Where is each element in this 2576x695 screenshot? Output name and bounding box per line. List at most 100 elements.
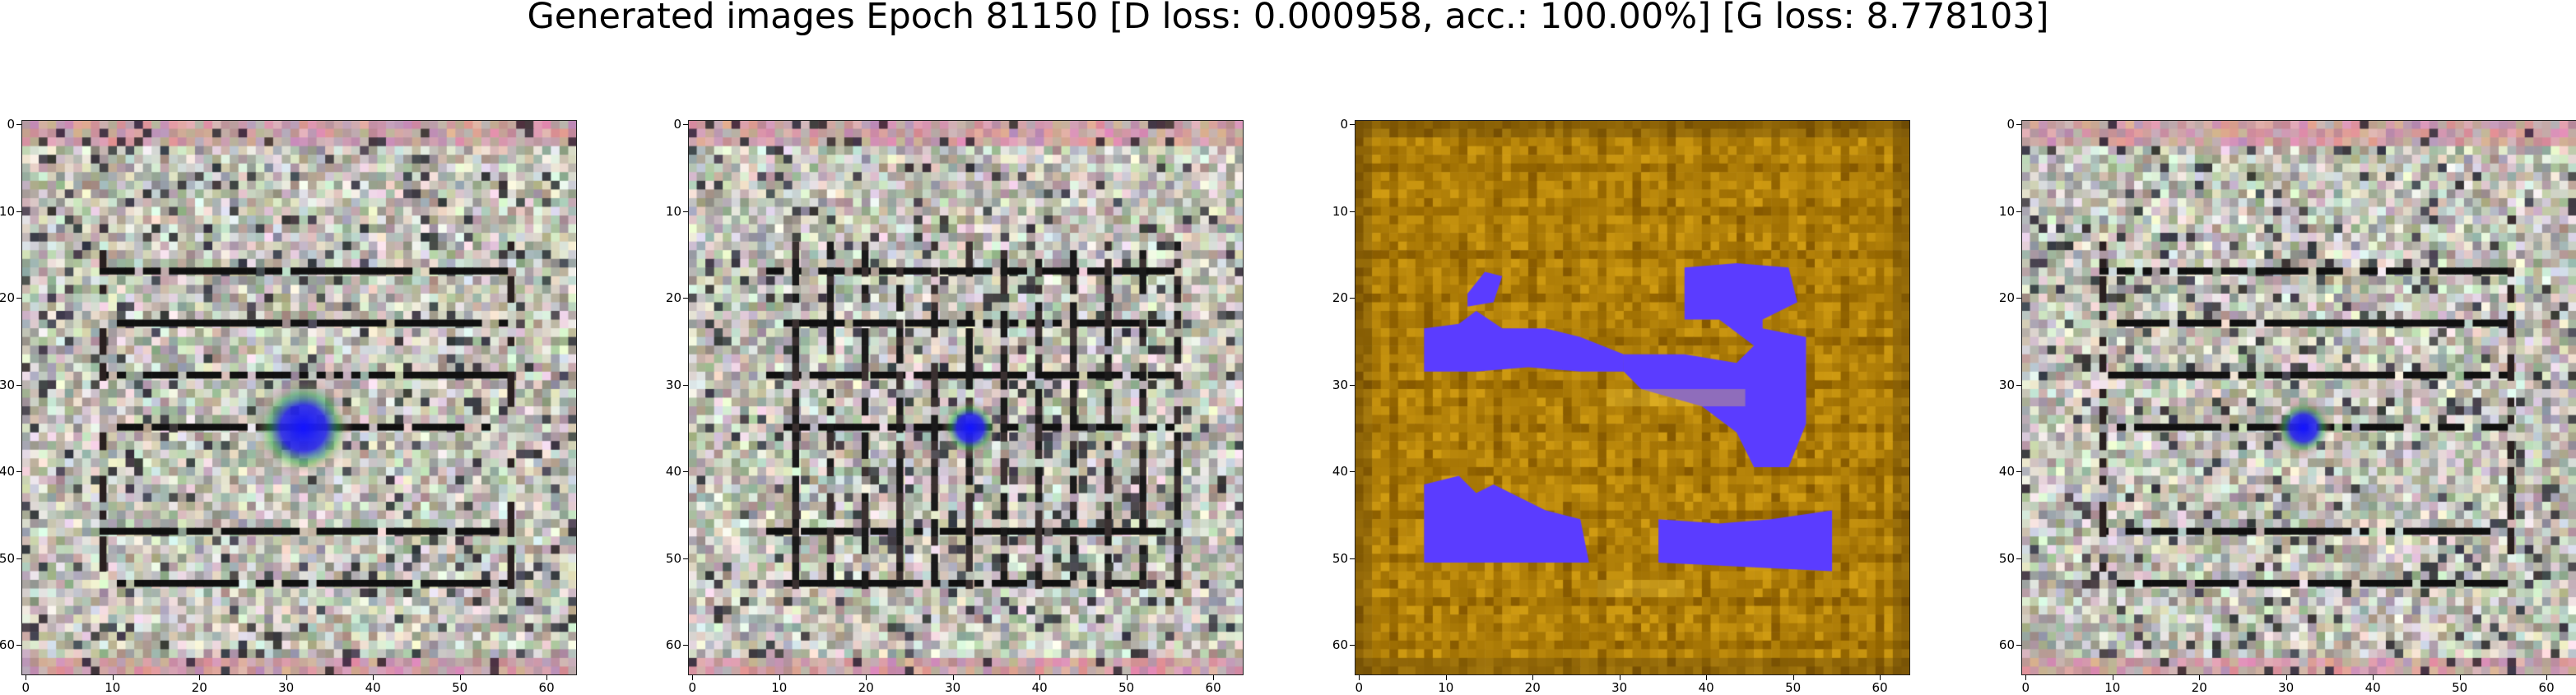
y-tick-mark <box>16 211 21 212</box>
x-tick-mark <box>866 675 867 680</box>
x-tick-label: 60 <box>2538 680 2555 695</box>
x-tick-label: 20 <box>191 680 207 695</box>
y-tick-label: 60 <box>665 637 681 653</box>
x-tick-label: 20 <box>1524 680 1541 695</box>
x-tick-mark <box>2373 675 2374 680</box>
x-tick-label: 10 <box>771 680 788 695</box>
y-tick-mark <box>1350 471 1355 473</box>
y-tick-mark <box>16 124 21 126</box>
x-tick-mark <box>2285 675 2287 680</box>
x-tick-mark <box>546 675 548 680</box>
generated-image-1 <box>21 120 577 675</box>
y-tick-label: 10 <box>665 203 681 219</box>
x-tick-mark <box>952 675 954 680</box>
y-tick-mark <box>2016 384 2021 386</box>
x-tick-label: 40 <box>1031 680 1048 695</box>
y-tick-label: 0 <box>1340 117 1348 132</box>
y-tick-label: 10 <box>1998 203 2015 219</box>
generated-image-panel-4: 0 0 10 10 20 20 30 30 40 40 50 50 60 60 <box>1999 118 2576 694</box>
y-tick-mark <box>683 124 688 126</box>
y-tick-label: 40 <box>1332 464 1348 480</box>
x-tick-label: 30 <box>1611 680 1628 695</box>
x-tick-label: 30 <box>2278 680 2295 695</box>
y-tick-mark <box>2016 298 2021 299</box>
x-tick-label: 30 <box>945 680 961 695</box>
y-tick-label: 20 <box>1998 290 2015 306</box>
x-tick-label: 40 <box>365 680 381 695</box>
x-tick-label: 60 <box>1205 680 1221 695</box>
x-tick-label: 0 <box>688 680 697 695</box>
y-tick-mark <box>2016 471 2021 473</box>
y-tick-label: 0 <box>7 117 15 132</box>
x-tick-mark <box>1532 675 1534 680</box>
x-tick-mark <box>1126 675 1128 680</box>
generated-image-panel-2: 0 0 10 10 20 20 30 30 40 40 50 50 60 60 <box>666 118 1244 694</box>
x-tick-label: 20 <box>2191 680 2207 695</box>
x-tick-label: 0 <box>21 680 30 695</box>
x-tick-mark <box>1445 675 1447 680</box>
x-tick-label: 60 <box>1872 680 1888 695</box>
y-tick-label: 20 <box>665 290 681 306</box>
x-tick-label: 50 <box>2452 680 2468 695</box>
y-tick-label: 30 <box>1998 377 2015 392</box>
y-tick-mark <box>1350 558 1355 559</box>
y-tick-mark <box>16 558 21 559</box>
y-tick-label: 30 <box>665 377 681 392</box>
y-tick-mark <box>1350 298 1355 299</box>
x-tick-mark <box>373 675 374 680</box>
y-tick-label: 0 <box>2006 117 2015 132</box>
y-tick-mark <box>16 471 21 473</box>
generated-image-3 <box>1355 120 1910 675</box>
y-tick-mark <box>683 645 688 646</box>
x-tick-label: 40 <box>2364 680 2381 695</box>
y-tick-label: 40 <box>0 464 15 480</box>
x-tick-mark <box>1880 675 1881 680</box>
y-tick-label: 30 <box>1332 377 1348 392</box>
x-tick-label: 10 <box>1438 680 1454 695</box>
y-tick-mark <box>1350 124 1355 126</box>
x-tick-mark <box>1706 675 1708 680</box>
x-tick-mark <box>1359 675 1360 680</box>
x-tick-label: 40 <box>1698 680 1714 695</box>
x-tick-label: 50 <box>1785 680 1802 695</box>
y-tick-label: 20 <box>0 290 15 306</box>
y-tick-label: 60 <box>1998 637 2015 653</box>
y-tick-label: 50 <box>665 550 681 566</box>
y-tick-mark <box>683 471 688 473</box>
x-tick-mark <box>2199 675 2201 680</box>
y-tick-mark <box>683 211 688 212</box>
generated-image-2 <box>688 120 1244 675</box>
y-tick-mark <box>1350 384 1355 386</box>
y-tick-mark <box>16 645 21 646</box>
x-tick-label: 60 <box>538 680 555 695</box>
generated-image-4 <box>2021 120 2576 675</box>
y-tick-label: 20 <box>1332 290 1348 306</box>
x-tick-mark <box>1793 675 1794 680</box>
y-tick-mark <box>2016 558 2021 559</box>
y-tick-label: 60 <box>1332 637 1348 653</box>
y-tick-label: 10 <box>1332 203 1348 219</box>
y-tick-mark <box>16 298 21 299</box>
y-tick-mark <box>1350 211 1355 212</box>
y-tick-mark <box>2016 645 2021 646</box>
x-tick-label: 50 <box>452 680 468 695</box>
generated-image-panel-3: 0 0 10 10 20 20 30 30 40 40 50 50 60 60 <box>1332 118 1910 694</box>
x-tick-mark <box>459 675 461 680</box>
x-tick-label: 10 <box>2104 680 2121 695</box>
x-tick-mark <box>779 675 780 680</box>
x-tick-mark <box>112 675 114 680</box>
figure-title: Generated images Epoch 81150 [D loss: 0.… <box>527 0 2049 37</box>
x-tick-mark <box>2025 675 2027 680</box>
x-tick-label: 50 <box>1118 680 1135 695</box>
y-tick-mark <box>683 298 688 299</box>
y-tick-label: 40 <box>665 464 681 480</box>
y-tick-label: 30 <box>0 377 15 392</box>
x-tick-mark <box>2459 675 2461 680</box>
y-tick-label: 50 <box>0 550 15 566</box>
y-tick-label: 10 <box>0 203 15 219</box>
y-tick-label: 40 <box>1998 464 2015 480</box>
x-tick-label: 30 <box>278 680 295 695</box>
x-tick-mark <box>2546 675 2548 680</box>
generated-image-panel-1: 0 0 10 10 20 20 30 30 40 40 50 50 60 60 <box>0 118 577 694</box>
y-tick-mark <box>2016 211 2021 212</box>
